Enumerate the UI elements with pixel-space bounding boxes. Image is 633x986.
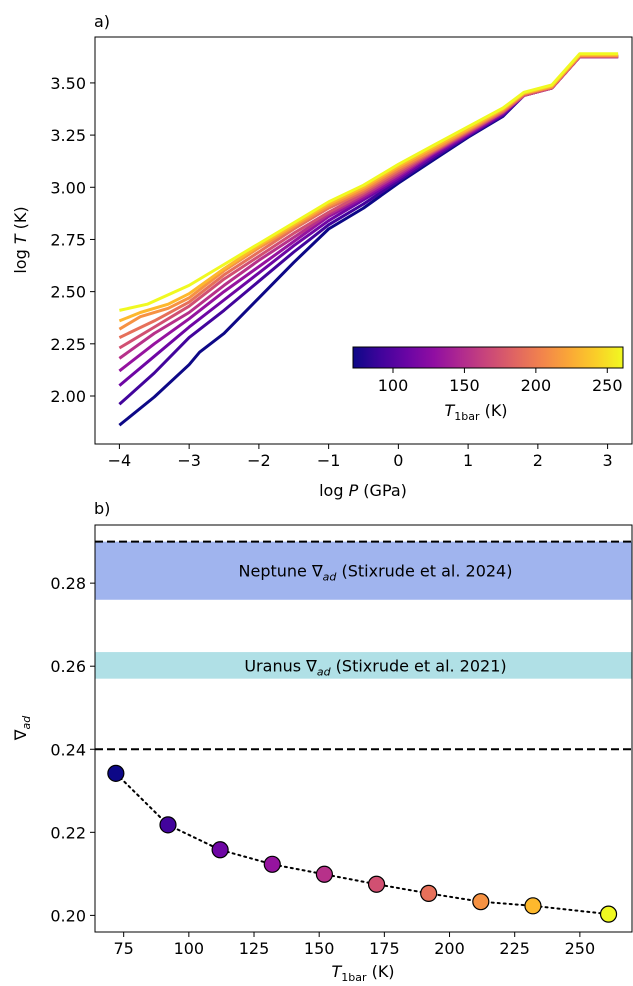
panel-b-bands: Neptune ∇ad (Stixrude et al. 2024) Uranus… — [95, 541, 632, 679]
panel-b-point-5 — [367, 875, 386, 893]
panel-a-y-tick-label: 2.75 — [50, 230, 86, 249]
panel-b-point-7 — [472, 893, 490, 911]
panel-b-dotted-line — [114, 772, 610, 916]
panel-b-point-8 — [524, 897, 542, 915]
panel-b-point-9 — [599, 905, 618, 923]
panel-b-point-3 — [263, 855, 281, 873]
panel-b-point-2 — [211, 841, 229, 859]
panel-b-x-tick-label: 75 — [113, 939, 133, 958]
colorbar: 100 150 200 250 T1bar (K) — [352, 346, 624, 423]
panel-a-series-lines — [118, 52, 619, 427]
colorbar-label: T1bar (K) — [444, 401, 507, 423]
panel-a-y-tick-label: 3.00 — [50, 178, 86, 197]
panel-b-y-axis-label: ∇ad — [11, 715, 33, 741]
panel-b-point-1 — [159, 816, 177, 834]
panel-b-y-tick-label: 0.24 — [50, 740, 86, 759]
panel-a-y-tick-label: 2.00 — [50, 387, 86, 406]
colorbar-gradient — [352, 346, 624, 369]
panel-b: b) Neptune ∇ad (Stixrude et al. 2024) Ura… — [11, 499, 633, 984]
panel-a-series-line-9 — [119, 52, 619, 312]
panel-b-y-tick-label: 0.28 — [50, 574, 86, 593]
panel-a-y-axis-label: log T (K) — [11, 206, 30, 273]
panel-a-x-tick-label: −4 — [108, 451, 132, 470]
panel-a-x-tick-label: 1 — [463, 451, 473, 470]
panel-a-x-axis-label: log P (GPa) — [319, 481, 407, 500]
panel-a-y-tick-label: 3.25 — [50, 126, 86, 145]
colorbar-ticks: 100 150 200 250 — [378, 368, 623, 395]
colorbar-tick-label: 200 — [521, 376, 552, 395]
panel-a-x-tick-label: 0 — [393, 451, 403, 470]
panel-b-dashed-lines — [95, 540, 632, 751]
panel-a-series-line-2 — [118, 55, 619, 387]
panel-a-x-tick-label: 3 — [602, 451, 612, 470]
panel-b-y-tick-label: 0.22 — [50, 823, 86, 842]
panel-b-point-0 — [107, 764, 125, 782]
panel-b-x-tick-label: 175 — [369, 939, 400, 958]
panel-b-x-ticks: 75 100 125 150 175 200 225 250 — [113, 932, 595, 958]
colorbar-tick-label: 100 — [378, 376, 409, 395]
panel-a: a) −4 −3 −2 −1 0 1 2 3 2.00 2.25 2.50 2.75 3.00 3.25… — [11, 12, 633, 500]
panel-b-band-1 — [95, 652, 632, 679]
panel-b-series — [107, 764, 618, 923]
panel-a-label: a) — [94, 12, 110, 31]
panel-b-frame — [94, 524, 633, 933]
panel-b-y-ticks: 0.20 0.22 0.24 0.26 0.28 — [50, 574, 95, 925]
panel-b-y-tick-label: 0.20 — [50, 906, 86, 925]
panel-a-y-ticks: 2.00 2.25 2.50 2.75 3.00 3.25 3.50 — [50, 74, 95, 406]
panel-a-series-line-5 — [118, 55, 619, 350]
panel-b-point-4 — [315, 865, 333, 883]
panel-a-x-tick-label: −2 — [247, 451, 271, 470]
panel-a-y-tick-label: 3.50 — [50, 74, 86, 93]
panel-a-series-line-0 — [118, 55, 619, 427]
panel-a-x-tick-label: −1 — [317, 451, 341, 470]
panel-b-x-tick-label: 225 — [499, 939, 530, 958]
panel-b-point-6 — [420, 884, 438, 902]
panel-b-x-axis-label: T1bar (K) — [331, 962, 394, 984]
panel-b-x-tick-label: 125 — [239, 939, 270, 958]
panel-b-label: b) — [94, 499, 110, 518]
panel-b-x-tick-label: 250 — [565, 939, 596, 958]
panel-b-band-label-0: Neptune ∇ad (Stixrude et al. 2024) — [239, 562, 513, 584]
panel-a-y-tick-label: 2.50 — [50, 283, 86, 302]
panel-a-x-ticks: −4 −3 −2 −1 0 1 2 3 — [108, 444, 613, 470]
colorbar-tick-label: 250 — [592, 376, 623, 395]
panel-a-x-tick-label: 2 — [533, 451, 543, 470]
panel-b-y-tick-label: 0.26 — [50, 657, 86, 676]
panel-a-frame — [94, 36, 633, 445]
colorbar-tick-label: 150 — [449, 376, 480, 395]
panel-a-x-tick-label: −3 — [177, 451, 201, 470]
panel-a-y-tick-label: 2.25 — [50, 335, 86, 354]
panel-b-x-tick-label: 150 — [304, 939, 335, 958]
panel-b-band-0 — [95, 541, 632, 600]
panel-b-x-tick-label: 200 — [434, 939, 465, 958]
panel-b-band-label-1: Uranus ∇ad (Stixrude et al. 2021) — [244, 656, 506, 678]
panel-b-x-tick-label: 100 — [174, 939, 205, 958]
